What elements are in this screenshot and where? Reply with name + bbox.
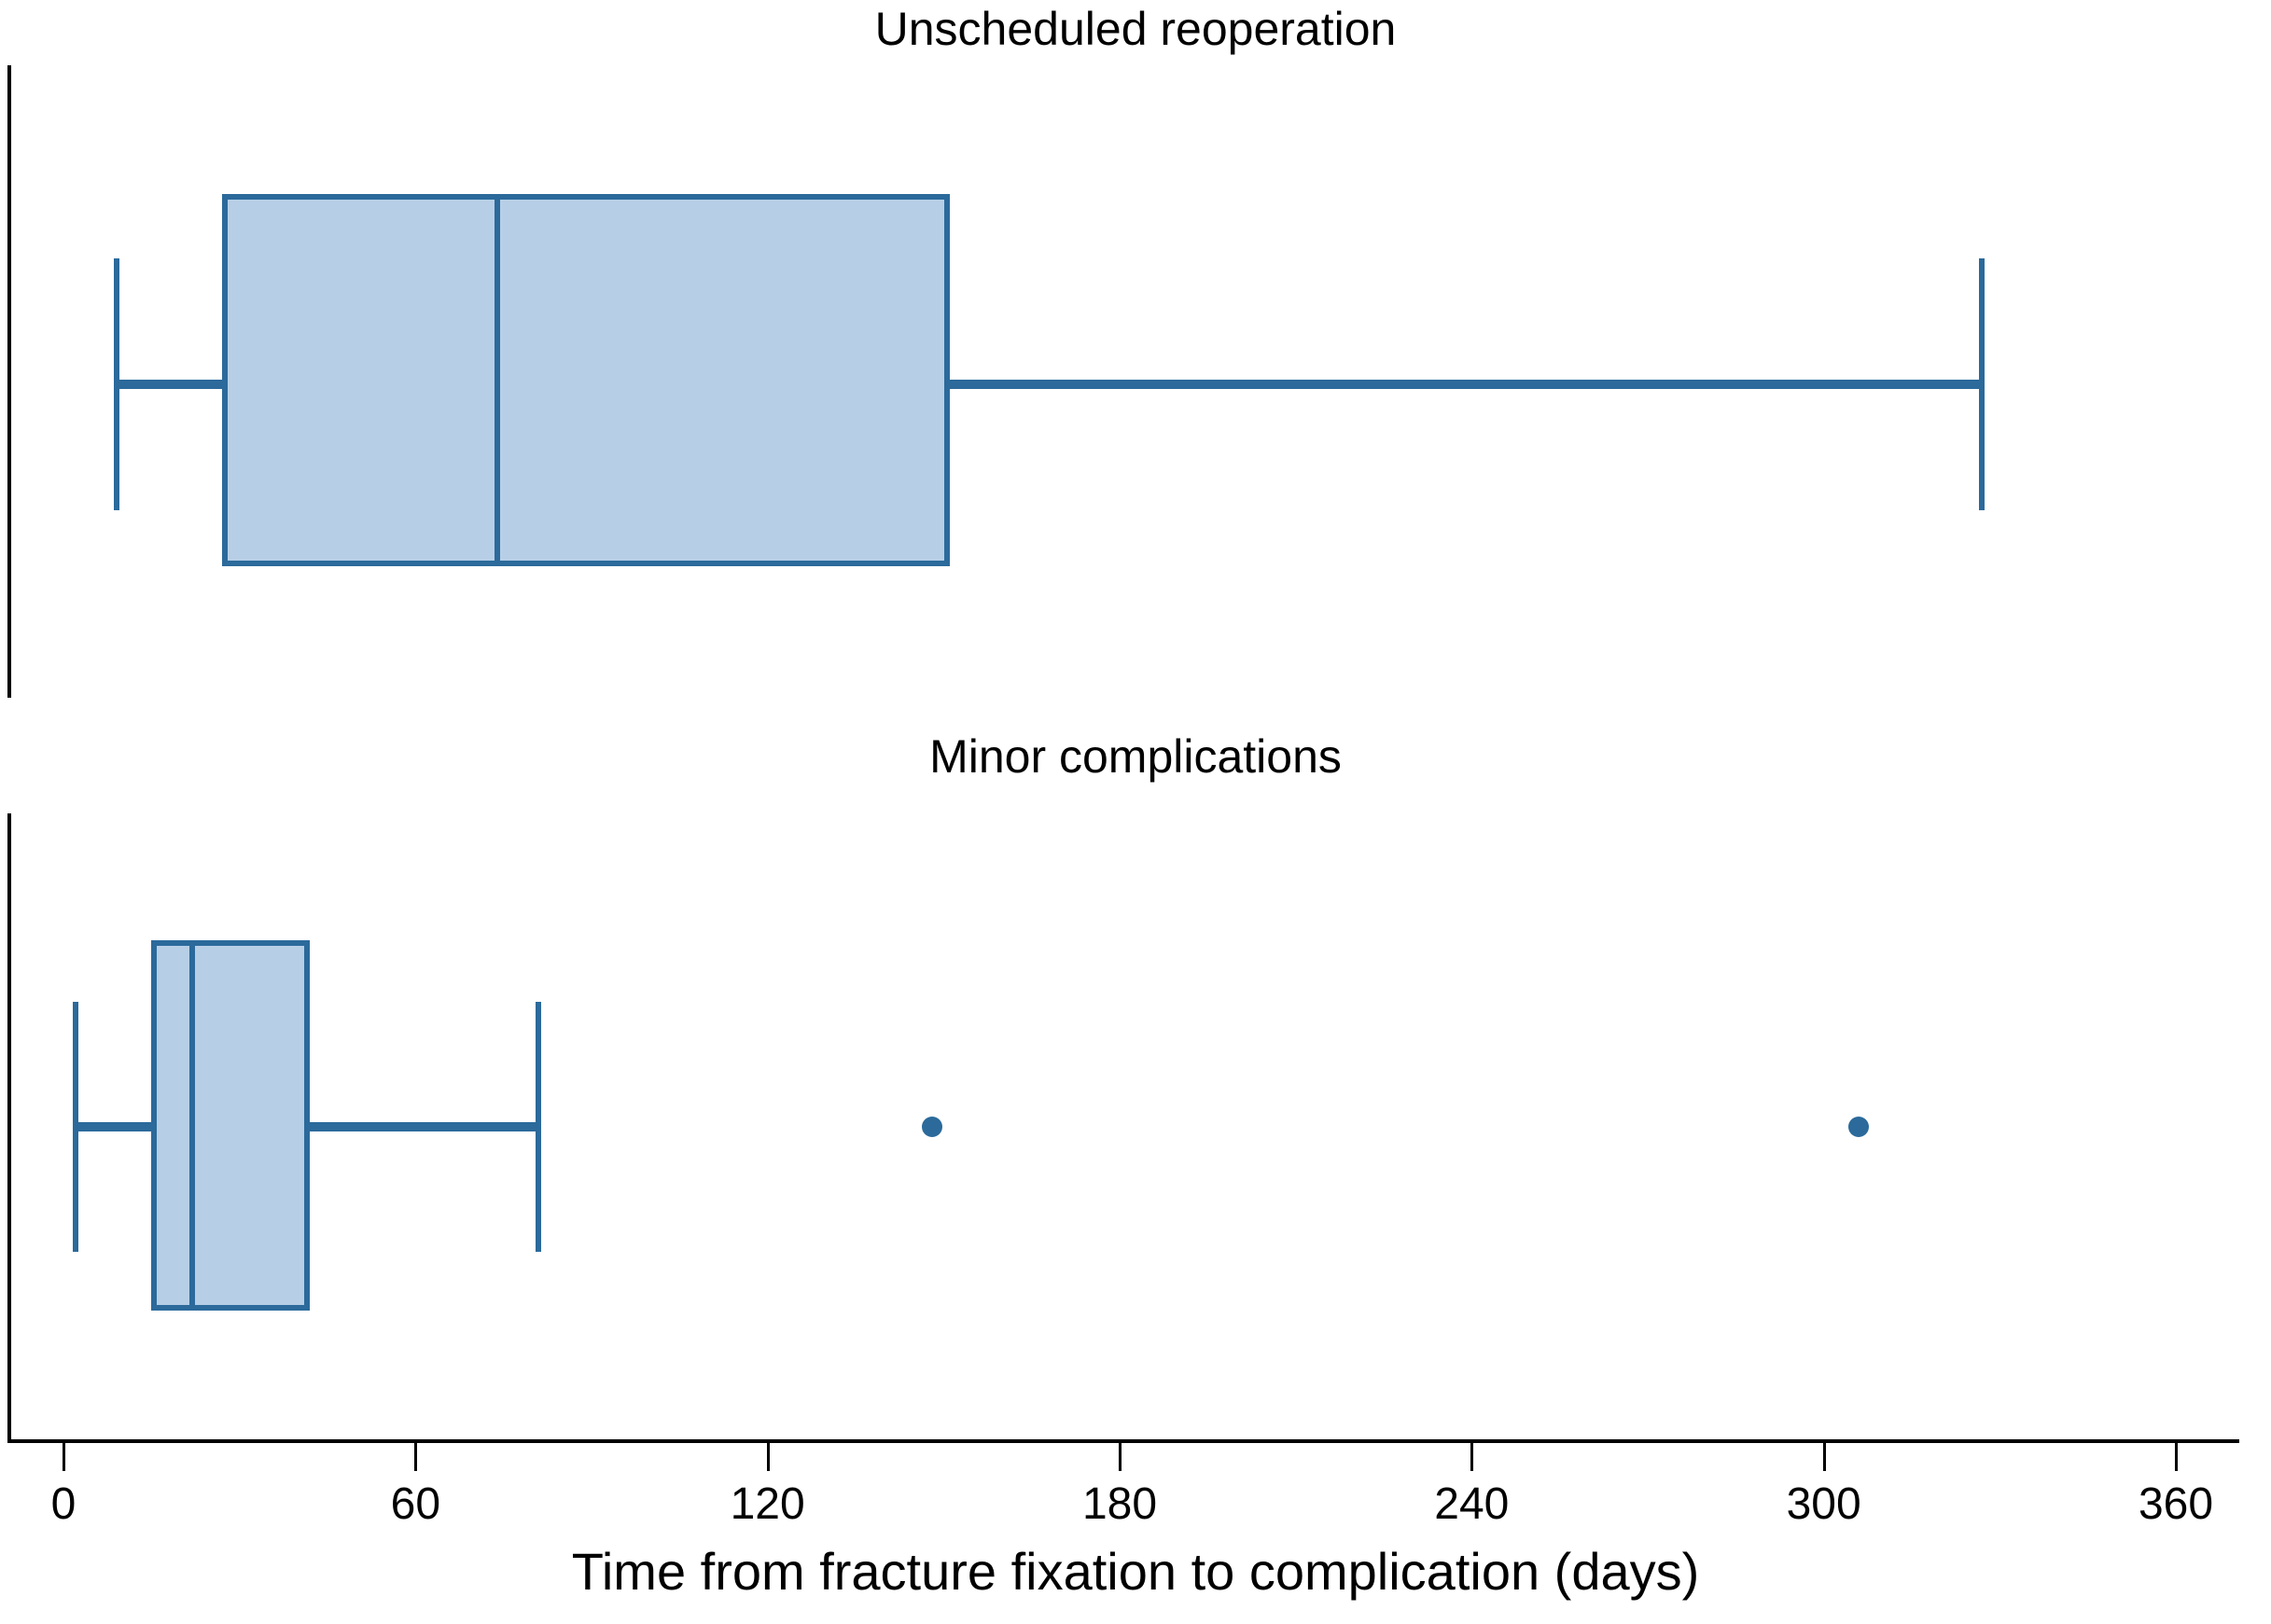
x-tick-label: 120: [730, 1479, 805, 1529]
median-line: [495, 194, 501, 566]
x-tick: [1822, 1443, 1826, 1471]
x-tick: [766, 1443, 770, 1471]
x-tick-label: 0: [50, 1479, 77, 1529]
x-axis-line: [7, 1439, 2239, 1443]
x-tick-label: 240: [1434, 1479, 1510, 1529]
whisker-cap-low: [72, 1002, 78, 1252]
x-tick: [414, 1443, 418, 1471]
x-tick-label: 180: [1081, 1479, 1158, 1529]
whisker-line-right: [310, 1122, 539, 1131]
whisker-cap-high: [536, 1002, 542, 1252]
whisker-line-left: [116, 380, 222, 389]
x-tick-label: 60: [390, 1479, 441, 1529]
x-tick-label: 300: [1786, 1479, 1861, 1529]
median-line: [189, 940, 196, 1311]
x-tick: [1119, 1443, 1122, 1471]
x-tick-label: 360: [2138, 1479, 2214, 1529]
whisker-cap-high: [1979, 258, 1985, 510]
box: [151, 940, 311, 1311]
x-tick: [63, 1443, 65, 1471]
y-axis-spine: [7, 65, 11, 698]
x-axis-label: Time from fracture fixation to complicat…: [571, 1542, 1700, 1601]
outlier-point: [1848, 1117, 1870, 1137]
panel-title-unscheduled-reoperation: Unscheduled reoperation: [874, 3, 1397, 55]
y-axis-spine: [7, 813, 11, 1441]
whisker-line-right: [949, 380, 1983, 389]
whisker-line-left: [75, 1122, 152, 1131]
panel-title-minor-complications: Minor complications: [929, 730, 1342, 783]
box: [221, 194, 950, 566]
x-tick: [1470, 1443, 1474, 1471]
x-tick: [2175, 1443, 2178, 1471]
whisker-cap-low: [113, 258, 119, 510]
outlier-point: [921, 1117, 942, 1137]
